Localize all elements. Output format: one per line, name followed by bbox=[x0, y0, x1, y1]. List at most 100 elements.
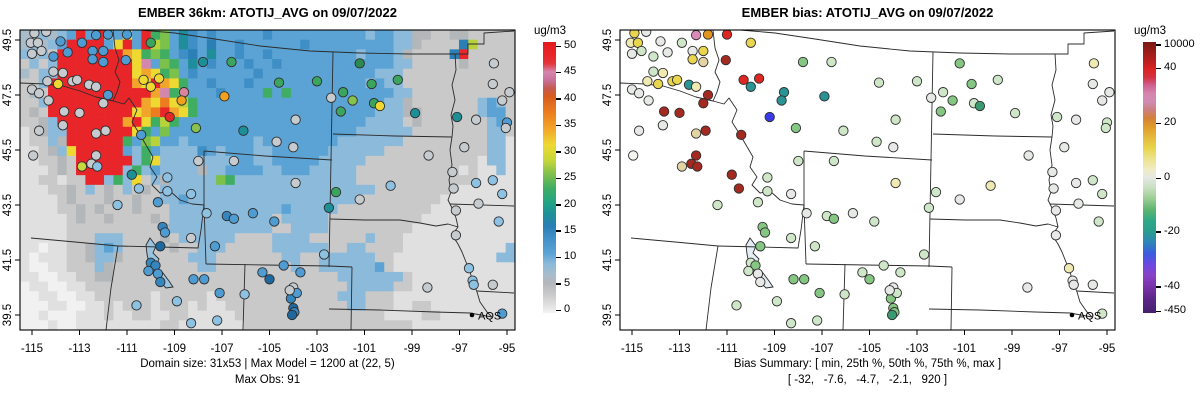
raster-cell bbox=[132, 49, 142, 60]
raster-cell bbox=[300, 281, 310, 292]
colorbar-tick bbox=[556, 151, 561, 153]
raster-cell bbox=[393, 271, 404, 282]
colorbar-tick-label: 20 bbox=[1164, 116, 1177, 129]
station-dot bbox=[463, 263, 475, 274]
raster-cell bbox=[85, 204, 96, 215]
raster-cell bbox=[458, 30, 469, 41]
raster-cell bbox=[496, 126, 507, 137]
raster-cell bbox=[122, 252, 133, 263]
raster-cell bbox=[281, 155, 292, 166]
raster-cell bbox=[244, 165, 254, 176]
raster-cell bbox=[440, 39, 450, 50]
raster-cell bbox=[197, 252, 208, 263]
y-axis: 39.541.543.545.547.549.5 bbox=[2, 29, 20, 326]
raster-cell bbox=[76, 204, 86, 215]
raster-cell bbox=[300, 262, 310, 273]
raster-cell bbox=[262, 242, 273, 253]
raster-cell bbox=[38, 146, 49, 157]
raster-cell bbox=[216, 39, 226, 50]
station-dot bbox=[1009, 107, 1021, 119]
raster-cell bbox=[141, 136, 152, 147]
raster-cell bbox=[20, 68, 30, 79]
station-dot bbox=[48, 51, 59, 62]
raster-cell bbox=[169, 117, 180, 128]
raster-cell bbox=[216, 30, 226, 41]
raster-cell bbox=[440, 165, 450, 176]
raster-cell bbox=[384, 107, 394, 118]
raster-cell bbox=[48, 204, 58, 215]
raster-cell bbox=[412, 310, 422, 321]
raster-cell bbox=[402, 194, 413, 205]
raster-cell bbox=[85, 68, 96, 79]
raster-cell bbox=[66, 175, 77, 186]
raster-cell bbox=[38, 136, 49, 147]
x-tick-label: -105 bbox=[258, 343, 281, 355]
raster-cell bbox=[113, 194, 124, 205]
raster-cell bbox=[281, 117, 292, 128]
raster-cell bbox=[346, 117, 357, 128]
raster-cell bbox=[160, 213, 170, 224]
station-dot bbox=[497, 95, 508, 106]
raster-cell bbox=[458, 175, 469, 186]
raster-cell bbox=[486, 233, 497, 244]
raster-cell bbox=[402, 39, 413, 50]
raster-cell bbox=[29, 97, 40, 108]
raster-cell bbox=[132, 68, 142, 79]
raster-cell bbox=[281, 126, 292, 137]
raster-cell bbox=[356, 233, 366, 244]
raster-cell bbox=[384, 242, 394, 253]
raster-cell bbox=[216, 223, 226, 234]
raster-cell bbox=[365, 175, 376, 186]
raster-cell bbox=[66, 242, 77, 253]
raster-cell bbox=[48, 194, 58, 205]
raster-cell bbox=[496, 223, 507, 234]
raster-cell bbox=[122, 136, 133, 147]
station-dot bbox=[42, 76, 53, 87]
raster-cell bbox=[48, 300, 58, 311]
raster-cell bbox=[440, 242, 450, 253]
raster-cell bbox=[122, 300, 133, 311]
raster-cell bbox=[206, 175, 217, 186]
raster-cell bbox=[206, 30, 217, 41]
raster-cell bbox=[85, 291, 96, 302]
raster-cell bbox=[160, 68, 170, 79]
raster-cell bbox=[346, 136, 357, 147]
raster-cell bbox=[225, 300, 236, 311]
raster-cell bbox=[216, 97, 226, 108]
raster-cell bbox=[262, 49, 273, 60]
station-dot bbox=[33, 88, 45, 99]
raster-cell bbox=[66, 223, 77, 234]
raster-cell bbox=[244, 49, 254, 60]
raster-cell bbox=[188, 107, 198, 118]
raster-cell bbox=[76, 117, 86, 128]
raster-cell bbox=[206, 310, 217, 321]
raster-cell bbox=[216, 49, 226, 60]
raster-cell bbox=[384, 175, 394, 186]
station-dot bbox=[330, 186, 342, 198]
raster-cell bbox=[122, 39, 133, 50]
raster-cell bbox=[104, 175, 114, 186]
raster-cell bbox=[365, 252, 376, 263]
raster-cell bbox=[225, 262, 236, 273]
raster-cell bbox=[104, 68, 114, 79]
station-dot bbox=[828, 213, 840, 224]
raster-cell bbox=[169, 320, 180, 330]
raster-cell bbox=[66, 310, 77, 321]
raster-cell bbox=[486, 117, 497, 128]
raster-cell bbox=[365, 281, 376, 292]
raster-cell bbox=[150, 49, 161, 60]
station-dot bbox=[1073, 198, 1084, 209]
raster-cell bbox=[262, 281, 273, 292]
raster-cell bbox=[253, 78, 264, 89]
raster-cell bbox=[412, 281, 422, 292]
raster-cell bbox=[113, 175, 124, 186]
raster-cell bbox=[57, 30, 68, 41]
raster-cell bbox=[309, 49, 320, 60]
raster-cell bbox=[234, 146, 245, 157]
raster-cell bbox=[384, 59, 394, 70]
station-dot bbox=[1087, 78, 1098, 90]
raster-cell bbox=[262, 68, 273, 79]
raster-cell bbox=[20, 88, 30, 99]
bias-map: AQS-115 -113 -111 -109 -107 -105 -103 -101 -99 -9… bbox=[602, 29, 1116, 355]
raster-cell bbox=[477, 233, 488, 244]
